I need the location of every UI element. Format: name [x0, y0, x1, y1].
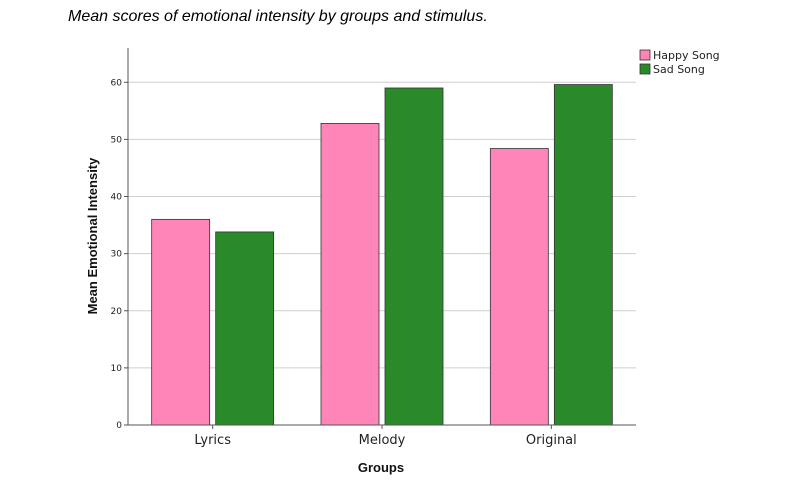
- bar-sad-song-original: [553, 84, 613, 426]
- figure-caption: Mean scores of emotional intensity by gr…: [68, 8, 488, 25]
- bar-sad-song-lyrics: [215, 231, 275, 426]
- legend-label: Sad Song: [653, 63, 705, 76]
- bar-happy-song-original: [489, 148, 549, 426]
- gridlines: [128, 81, 636, 369]
- x-tick-label: Melody: [359, 433, 406, 448]
- x-tick-label: Original: [526, 433, 577, 448]
- y-ticks: 0 10 20 30 40 50 60: [111, 78, 128, 431]
- bar-happy-song-melody: [320, 123, 380, 426]
- bar-happy-song-lyrics: [151, 218, 211, 426]
- x-tick-label: Lyrics: [194, 433, 231, 448]
- legend-label: Happy Song: [653, 49, 720, 62]
- y-tick-label: 20: [111, 307, 123, 317]
- y-axis-title: Mean Emotional Intensity: [85, 157, 100, 315]
- y-tick-label: 50: [111, 135, 123, 145]
- legend-swatch: [639, 63, 651, 75]
- bar-sad-song-melody: [384, 87, 444, 426]
- y-tick-label: 40: [111, 193, 123, 203]
- y-tick-label: 10: [111, 364, 123, 374]
- y-tick-label: 60: [111, 78, 123, 88]
- y-tick-label: 30: [111, 250, 123, 260]
- bars: [151, 84, 613, 426]
- legend-swatch: [639, 49, 651, 61]
- x-ticks: Lyrics Melody Original: [194, 425, 577, 448]
- y-tick-label: 0: [116, 421, 122, 431]
- x-axis-title: Groups: [358, 460, 404, 475]
